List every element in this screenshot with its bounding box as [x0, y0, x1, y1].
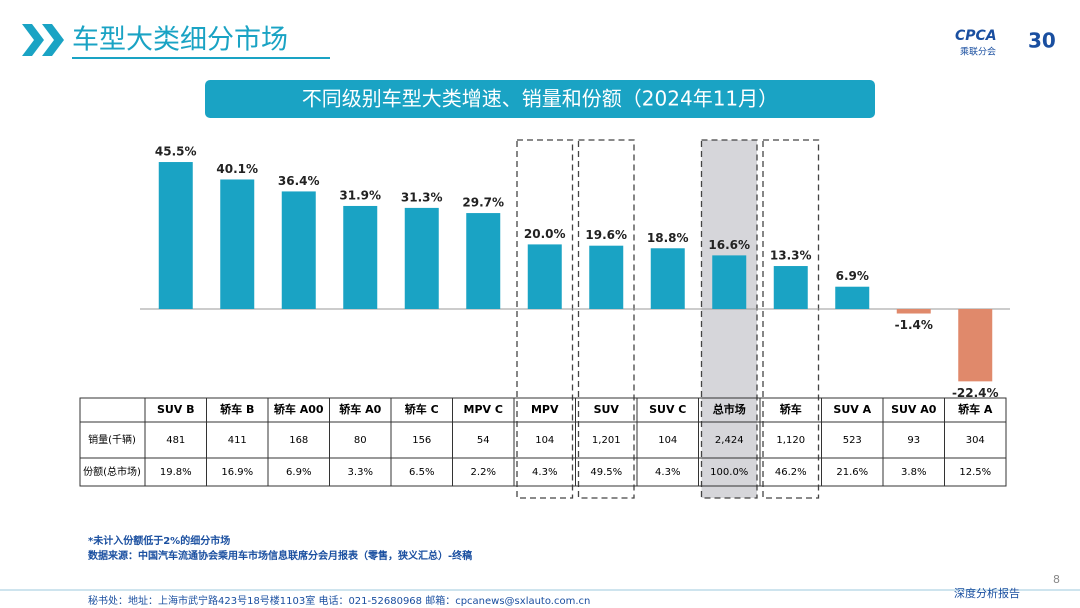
logo-30: 30 — [1028, 29, 1056, 53]
table-header: 轿车 — [780, 402, 802, 416]
table-cell: 481 — [166, 435, 185, 446]
bar — [896, 309, 931, 314]
table-cell: 104 — [658, 435, 677, 446]
bar — [712, 255, 747, 309]
bar — [466, 213, 501, 309]
banner — [205, 80, 875, 118]
bar — [404, 207, 439, 309]
data-label: 19.6% — [585, 228, 627, 242]
table-cell: 3.8% — [901, 467, 926, 478]
note: 数据来源：中国汽车流通协会乘用车市场信息联席分会月报表（零售，狭义汇总）-终稿 — [88, 549, 472, 562]
data-label: 20.0% — [524, 227, 566, 241]
table-cell: 523 — [843, 435, 862, 446]
data-label: 13.3% — [770, 249, 812, 263]
dashed-box — [762, 139, 820, 499]
dashed-box — [577, 139, 635, 499]
data-label: 18.8% — [647, 231, 689, 245]
table-cell: 1,120 — [776, 435, 805, 446]
chart: 45.5% 40.1% 36.4% 31.9% 31.3% 29.7% 20.0% 19.6%… — [79, 145, 1010, 487]
data-label: -1.4% — [895, 318, 933, 332]
bar — [835, 286, 870, 309]
table-cell: 16.9% — [221, 467, 253, 478]
bar — [220, 179, 255, 309]
table-cell: 21.6% — [836, 467, 868, 478]
table-header: 轿车 A0 — [339, 402, 381, 416]
data-label: 40.1% — [216, 162, 258, 176]
highlights — [516, 139, 820, 499]
data-label: 31.3% — [401, 190, 443, 204]
table-cell: 3.3% — [348, 467, 373, 478]
bar — [589, 245, 624, 309]
bar — [958, 309, 993, 382]
table-cell: 12.5% — [959, 467, 991, 478]
page-number: 8 — [1053, 573, 1060, 586]
chart-title: 不同级别车型大类增速、销量和份额（2024年11月） — [302, 87, 778, 111]
table-cell: 1,201 — [592, 435, 621, 446]
table-cell: 49.5% — [590, 467, 622, 478]
table-header: SUV A0 — [891, 403, 937, 416]
table-header: 轿车 A — [958, 402, 993, 416]
table-header: 轿车 B — [220, 402, 254, 416]
table-cell: 93 — [907, 435, 920, 446]
table-cell: 304 — [966, 435, 985, 446]
data-label: 36.4% — [278, 174, 320, 188]
table-cell: 2.2% — [471, 467, 496, 478]
data-label: 31.9% — [339, 188, 381, 202]
row-label: 销量(千辆) — [88, 433, 136, 446]
footer-report: 深度分析报告 — [954, 586, 1020, 600]
table-header: SUV C — [649, 403, 686, 416]
table-header: 总市场 — [713, 402, 746, 416]
note: *未计入份额低于2%的细分市场 — [88, 534, 230, 547]
table-header: MPV C — [464, 403, 503, 416]
table-cell: 100.0% — [710, 467, 748, 478]
data-label: 16.6% — [708, 238, 750, 252]
shaded-box — [700, 139, 758, 499]
table-cell: 168 — [289, 435, 308, 446]
table-header: 轿车 C — [405, 402, 439, 416]
table-cell: 4.3% — [532, 467, 557, 478]
slide-title: 车型大类细分市场 — [72, 25, 288, 56]
table-cell: 411 — [228, 435, 247, 446]
table-cell: 80 — [354, 435, 367, 446]
bar — [773, 266, 808, 309]
dashed-box — [516, 139, 574, 499]
table-cell: 54 — [477, 435, 490, 446]
table-cell: 6.5% — [409, 467, 434, 478]
table-cell: 19.8% — [160, 467, 192, 478]
data-label: 29.7% — [462, 196, 504, 210]
data-label: 45.5% — [155, 145, 197, 159]
row-label: 份额(总市场) — [83, 465, 141, 478]
table-header: SUV A — [833, 403, 871, 416]
table-header: SUV B — [157, 403, 195, 416]
table-header: 轿车 A00 — [274, 402, 324, 416]
logo: CPCA — [955, 28, 997, 44]
bar — [281, 191, 316, 309]
table-header: SUV — [594, 403, 620, 416]
table-header: MPV — [531, 403, 559, 416]
table-cell: 2,424 — [715, 435, 744, 446]
table-cell: 4.3% — [655, 467, 680, 478]
bar — [158, 162, 193, 309]
bar — [527, 244, 562, 309]
table-cell: 156 — [412, 435, 431, 446]
chevron — [22, 24, 44, 56]
data-label: 6.9% — [836, 269, 869, 283]
chevron — [42, 24, 64, 56]
table-cell: 46.2% — [775, 467, 807, 478]
bar — [343, 205, 378, 309]
footer-contact: 秘书处：地址：上海市武宁路423号18号楼1103室 电话：021-526809… — [88, 594, 590, 607]
table-cell: 104 — [535, 435, 554, 446]
logo-cn: 乘联分会 — [960, 46, 996, 58]
data-label: -22.4% — [952, 386, 999, 400]
bar — [650, 248, 685, 309]
table-cell: 6.9% — [286, 467, 311, 478]
